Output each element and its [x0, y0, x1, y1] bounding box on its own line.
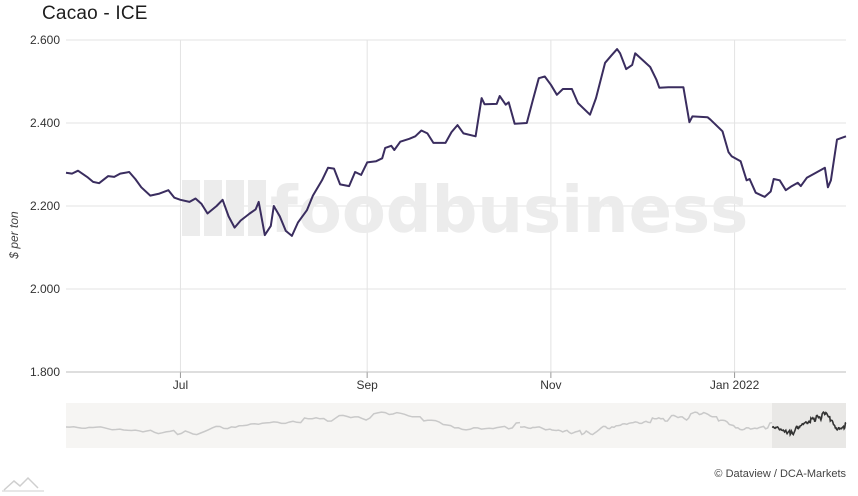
navigator-overview-line: [519, 411, 773, 436]
y-axis-ticks: 1.800 2.000 2.200 2.400 2.600: [30, 33, 60, 379]
navigator-selected-line: [771, 410, 847, 437]
x-tick-label: Jan 2022: [710, 378, 760, 392]
y-tick-label: 2.600: [30, 33, 60, 47]
y-tick-label: 2.200: [30, 199, 60, 213]
y-tick-label: 1.800: [30, 365, 60, 379]
x-tick-label: Nov: [540, 378, 561, 392]
watermark-logo: [182, 180, 266, 236]
y-tick-label: 2.400: [30, 116, 60, 130]
x-tick-label: Sep: [356, 378, 378, 392]
range-navigator[interactable]: [65, 403, 847, 448]
navigator-background: [66, 403, 846, 448]
x-tick-label: Jul: [173, 378, 188, 392]
dataview-logo-icon: [2, 476, 44, 492]
x-axis-ticks: Jul Sep Nov Jan 2022: [66, 371, 846, 392]
credits: © Dataview / DCA-Markets: [714, 468, 846, 480]
price-series-line: [65, 48, 847, 237]
chart-title: Cacao - ICE: [42, 3, 148, 24]
navigator-overview-line: [65, 411, 521, 436]
y-tick-label: 2.000: [30, 282, 60, 296]
